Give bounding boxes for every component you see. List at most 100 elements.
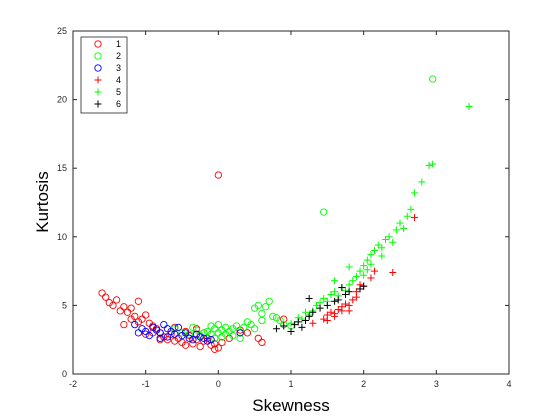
series-2-point (178, 329, 186, 337)
series-6-point (338, 284, 346, 292)
series-6-point (323, 301, 331, 309)
series-2-point (211, 334, 219, 342)
series-6-point (356, 285, 364, 293)
series-3-point (163, 333, 172, 341)
series-5-point (418, 178, 426, 186)
series-1-point (163, 336, 172, 344)
series-3-point (160, 320, 168, 329)
legend-label-1: 1 (116, 39, 121, 49)
series-2-point (240, 323, 248, 332)
y-tick-label: 10 (57, 232, 67, 242)
series-2-point (254, 301, 262, 310)
x-tick-label: 0 (216, 379, 221, 389)
series-4-point (320, 315, 328, 323)
series-2-point (236, 334, 244, 342)
series-2-point (214, 320, 222, 329)
series-5-point (389, 238, 397, 246)
series-5-point (320, 295, 328, 303)
x-tick-label: -2 (69, 379, 77, 389)
series-3-point (156, 329, 164, 337)
series-5-point (349, 277, 357, 285)
series-5-point (360, 271, 368, 279)
x-tick-label: 2 (361, 379, 366, 389)
legend-label-5: 5 (116, 87, 121, 97)
y-tick-label: 25 (57, 26, 67, 36)
x-tick-label: 3 (434, 379, 439, 389)
series-3-point (171, 330, 179, 338)
legend-box (80, 36, 128, 114)
series-1-point (258, 338, 266, 347)
series-5-point (465, 102, 473, 110)
x-tick-label: 4 (506, 379, 511, 389)
series-1-point (127, 315, 135, 323)
series-3-point (142, 327, 150, 336)
series-1-point (214, 344, 222, 352)
series-1-point (98, 289, 106, 297)
series-1-point (181, 341, 190, 349)
x-tick-label: 1 (288, 379, 293, 389)
plot-area (72, 30, 510, 375)
series-3-point (203, 337, 212, 345)
series-1-point (142, 330, 150, 338)
series-5-point (360, 262, 368, 270)
series-2-point (211, 325, 219, 333)
series-3-point (236, 329, 244, 337)
series-5-point (374, 241, 382, 249)
series-6-point (294, 318, 302, 326)
series-1-point (203, 334, 212, 342)
series-3-point (134, 329, 143, 337)
legend-marker-1 (94, 40, 102, 48)
series-1-point (134, 297, 143, 305)
series-4-point (371, 267, 379, 275)
series-5-point (407, 205, 415, 213)
series-5-point (400, 225, 408, 233)
legend-label-6: 6 (116, 99, 121, 109)
series-1-point (120, 320, 128, 329)
series-2-point (429, 75, 437, 83)
series-6-point (305, 312, 313, 320)
series-2-point (261, 303, 270, 311)
series-4-point (411, 214, 419, 222)
series-5-point (392, 226, 400, 234)
series-5-point (352, 273, 360, 281)
series-6-point (298, 323, 306, 331)
series-5-point (367, 251, 375, 259)
series-5-point (356, 267, 364, 275)
y-axis-title: Kurtosis (33, 171, 52, 232)
series-5-point (331, 288, 339, 296)
series-4-point (345, 307, 353, 315)
series-6-point (331, 297, 339, 305)
series-5-point (425, 161, 433, 169)
series-4-point (309, 319, 317, 327)
series-4-point (334, 306, 342, 314)
legend-label-3: 3 (116, 63, 121, 73)
series-4-point (323, 316, 331, 324)
series-1-point (243, 329, 252, 337)
series-4-point (349, 296, 357, 304)
series-3-point (131, 320, 139, 329)
series-6-point (342, 290, 349, 298)
series-1-point (280, 315, 288, 323)
legend-marker-3 (94, 64, 102, 72)
series-5-point (287, 319, 295, 327)
series-5-point (411, 189, 419, 197)
series-4-point (389, 268, 397, 276)
series-2-point (265, 297, 273, 305)
series-5-point (345, 281, 353, 289)
series-2-point (185, 330, 193, 338)
series-5-point (327, 290, 335, 298)
series-1-point (116, 307, 124, 315)
y-tick-label: 0 (62, 369, 67, 379)
legend-label-4: 4 (116, 75, 121, 85)
series-5-point (403, 212, 411, 220)
series-4-point (367, 274, 375, 282)
legend: 1 2 3 4 5 6 (80, 36, 128, 114)
legend-marker-5 (94, 88, 102, 96)
series-4-point (331, 310, 339, 318)
y-tick-label: 15 (57, 163, 67, 173)
series-1-point (196, 342, 204, 351)
series-5-point (312, 301, 320, 309)
series-3-point (189, 336, 197, 344)
series-1-point (127, 304, 135, 312)
series-2-point (229, 331, 237, 340)
